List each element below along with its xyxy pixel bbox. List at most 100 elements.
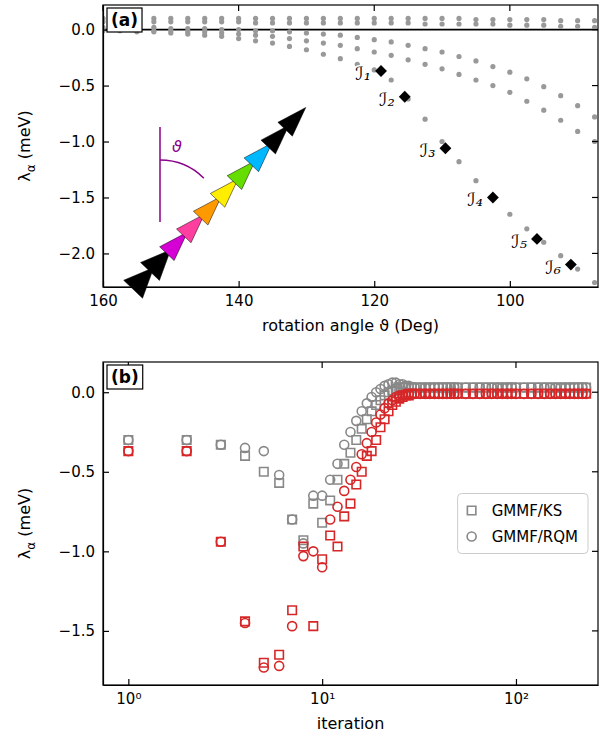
legend: GMMF/KSGMMF/RQM [458, 494, 588, 554]
point [288, 622, 297, 631]
reference-line [103, 29, 598, 31]
tick-mark [374, 281, 375, 287]
point [124, 435, 133, 444]
point [352, 436, 360, 444]
tick: 10² [504, 679, 529, 708]
point [399, 91, 411, 103]
tick: 120 [360, 281, 389, 310]
point [546, 390, 554, 398]
point [321, 31, 326, 36]
point [253, 16, 258, 21]
point [236, 36, 241, 41]
point [352, 480, 360, 488]
tick-label: −1.5 [59, 189, 95, 207]
axis-line [103, 363, 104, 686]
tick-mark [592, 85, 598, 86]
point [346, 448, 354, 456]
point [372, 20, 377, 25]
point [558, 18, 563, 23]
point [389, 16, 394, 21]
point [541, 108, 546, 113]
point [270, 28, 275, 33]
point [541, 240, 546, 245]
point [490, 83, 495, 88]
point [259, 663, 268, 672]
point [487, 389, 496, 398]
point [558, 24, 563, 29]
series [103, 19, 597, 30]
tick-label: 10¹ [310, 690, 335, 708]
point [338, 16, 343, 21]
tick-mark [592, 630, 598, 631]
point [333, 502, 342, 511]
mirror-ticks [128, 362, 598, 631]
series [103, 27, 597, 144]
tick: −0.5 [59, 463, 109, 481]
inset-cone [244, 143, 272, 172]
point [287, 36, 292, 41]
figure: ℐ₁ℐ₂ℐ₃ℐ₄ℐ₅ℐ₆1601401201000.0−0.5−1.0−1.5−… [0, 0, 614, 745]
point [182, 447, 191, 456]
tick-label: 120 [360, 292, 389, 310]
inset-cone [141, 250, 171, 281]
point [439, 139, 444, 144]
point [372, 49, 377, 54]
point [260, 468, 268, 476]
point [216, 537, 225, 546]
tick-label: −1.0 [59, 133, 95, 151]
point [217, 538, 225, 546]
point [321, 52, 326, 57]
plot-frame [103, 362, 598, 685]
x-axis-title: iteration [317, 714, 385, 733]
point [406, 43, 411, 48]
point-label: ℐ₅ [511, 231, 527, 252]
point [287, 29, 292, 34]
panel: ℐ₁ℐ₂ℐ₃ℐ₄ℐ₅ℐ₆1601401201000.0−0.5−1.0−1.5−… [15, 5, 599, 335]
plot-frame [103, 5, 598, 287]
legend-label: GMMF/KS [492, 502, 563, 520]
y-axis-title: λα (meV) [15, 488, 38, 559]
point [541, 84, 546, 89]
point [410, 389, 419, 398]
inset-cone [160, 232, 188, 261]
tick-label: 10⁰ [116, 690, 141, 708]
tick-label: −1.0 [59, 543, 95, 561]
point [592, 139, 597, 144]
point [182, 447, 190, 455]
point [288, 606, 296, 614]
point [422, 46, 427, 51]
tick-mark [592, 392, 598, 393]
point [456, 54, 461, 59]
point [236, 31, 241, 36]
point [236, 27, 241, 32]
point [304, 30, 309, 35]
point [575, 24, 580, 29]
point [309, 491, 318, 500]
point [346, 427, 355, 436]
point [288, 515, 296, 523]
point [326, 496, 334, 504]
panel-label: (a) [107, 8, 142, 32]
point [490, 21, 495, 26]
point [241, 618, 250, 627]
tick-mark [103, 85, 109, 86]
point [202, 33, 207, 38]
tick-mark [592, 551, 598, 552]
point [473, 21, 478, 26]
legend-marker [467, 532, 476, 541]
axis-line [104, 287, 599, 288]
point [456, 159, 461, 164]
x-axis: 10⁰ 10¹ 10² [104, 679, 599, 708]
tick-mark [592, 197, 598, 198]
series [375, 65, 577, 270]
tick-mark [592, 471, 598, 472]
tick-mark [239, 281, 240, 287]
point [473, 58, 478, 63]
inset-cone [210, 179, 238, 208]
tick: 140 [225, 281, 254, 310]
point [558, 93, 563, 98]
x-axis: 160140120100 [89, 281, 598, 310]
point [287, 20, 292, 25]
panel-label-box [107, 8, 142, 32]
tick: 10⁰ [116, 679, 141, 708]
